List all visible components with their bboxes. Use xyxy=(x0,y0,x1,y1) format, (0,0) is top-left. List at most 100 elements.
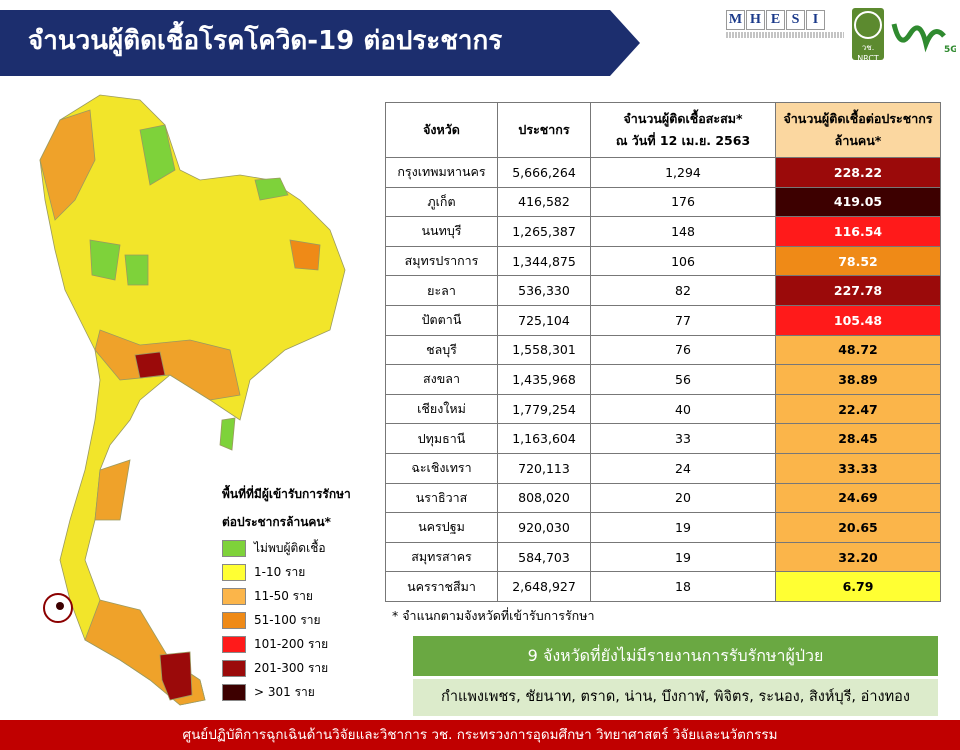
legend-items: ไม่พบผู้ติดเชื้อ 1-10 ราย 11-50 ราย 51-100 … xyxy=(222,536,351,704)
table-cell: 48.72 xyxy=(775,334,941,366)
no-report-title: 9 จังหวัดที่ยังไม่มีรายงานการรับรักษาผู้… xyxy=(413,636,938,676)
map xyxy=(39,94,346,706)
header-line: ประชากร xyxy=(518,122,570,137)
region xyxy=(289,239,321,271)
table-row: กรุงเทพมหานคร 5,666,264 1,294 228.22 xyxy=(385,157,941,188)
table-cell: 28.45 xyxy=(775,423,941,454)
region xyxy=(159,651,193,701)
header-row: จังหวัด ประชากร จำนวนผู้ติดเชื้อสะสม* ณ วัน… xyxy=(385,102,941,158)
table-row: นครปฐม 920,030 19 20.65 xyxy=(385,512,941,543)
title: จำนวนผู้ติดเชื้อโรคโควิด-19 ต่อประชากร xyxy=(28,26,503,56)
table-row: ภูเก็ต 416,582 176 419.05 xyxy=(385,186,941,218)
table-cell: 227.78 xyxy=(775,275,941,306)
table-cell: 1,163,604 xyxy=(497,423,591,454)
table-cell: เชียงใหม่ xyxy=(385,393,498,425)
table-cell: 20 xyxy=(590,482,776,514)
table-cell: 6.79 xyxy=(775,571,941,602)
table-cell: สงขลา xyxy=(385,364,498,395)
footer: ศูนย์ปฏิบัติการฉุกเฉินด้านวิจัยและวิชากา… xyxy=(0,720,960,750)
table-cell: 228.22 xyxy=(775,157,941,188)
seal-label: วช. xyxy=(861,43,875,52)
table-cell: 106 xyxy=(590,245,776,277)
table-row: ปทุมธานี 1,163,604 33 28.45 xyxy=(385,423,941,454)
table-cell: 19 xyxy=(590,541,776,573)
table-cell: 176 xyxy=(590,186,776,218)
logo-letter: M xyxy=(726,10,745,30)
logo-wave xyxy=(891,23,946,53)
table-cell: 725,104 xyxy=(497,304,591,336)
table-cell: 105.48 xyxy=(775,304,941,336)
table-cell: 5,666,264 xyxy=(497,157,591,188)
header-line: จำนวนผู้ติดเชื้อสะสม* xyxy=(623,111,743,126)
table-cell: 1,344,875 xyxy=(497,245,591,277)
column-header: จำนวนผู้ติดเชื้อสะสม* ณ วันที่ 12 เม.ย. 2… xyxy=(590,102,776,158)
table-cell: 1,265,387 xyxy=(497,216,591,247)
table-cell: 32.20 xyxy=(775,541,941,573)
table-cell: 82 xyxy=(590,275,776,306)
header-arrow xyxy=(0,10,640,76)
table-cell: 38.89 xyxy=(775,364,941,395)
table-cell: 77 xyxy=(590,304,776,336)
region xyxy=(134,351,166,379)
table-cell: 18 xyxy=(590,571,776,602)
table-cell: 116.54 xyxy=(775,216,941,247)
logo-subtext xyxy=(726,32,844,38)
legend-swatch xyxy=(222,635,246,653)
table-cell: ปทุมธานี xyxy=(385,423,498,454)
table-cell: 24 xyxy=(590,452,776,484)
table-cell: 33 xyxy=(590,423,776,454)
table-cell: 419.05 xyxy=(775,186,941,218)
table-cell: 536,330 xyxy=(497,275,591,306)
logo-letter: S xyxy=(786,10,805,30)
table-cell: นราธิวาส xyxy=(385,482,498,514)
legend-label: > 301 ราย xyxy=(254,684,315,699)
legend-title: พื้นที่ที่มีผู้เข้ารับการรักษา xyxy=(222,487,351,501)
column-header: จำนวนผู้ติดเชื้อต่อประชากร ล้านคน* xyxy=(775,102,941,158)
region xyxy=(89,239,121,281)
legend-swatch xyxy=(222,563,246,581)
table-row: สงขลา 1,435,968 56 38.89 xyxy=(385,364,941,395)
logo-letter: H xyxy=(746,10,765,30)
table-cell: นนทบุรี xyxy=(385,216,498,247)
legend-label: ไม่พบผู้ติดเชื้อ xyxy=(254,540,326,555)
table-row: ยะลา 536,330 82 227.78 xyxy=(385,275,941,306)
region xyxy=(39,109,96,221)
legend-item: 101-200 ราย xyxy=(222,632,351,656)
table-cell: 1,435,968 xyxy=(497,364,591,395)
header-line: จังหวัด xyxy=(423,122,460,137)
table-cell: กรุงเทพมหานคร xyxy=(385,157,498,188)
phuket-circle xyxy=(43,593,73,623)
table-cell: 1,779,254 xyxy=(497,393,591,425)
table-row: นนทบุรี 1,265,387 148 116.54 xyxy=(385,216,941,247)
table-row: ปัตตานี 725,104 77 105.48 xyxy=(385,304,941,336)
region xyxy=(139,124,176,186)
legend-title: ต่อประชากรล้านคน* xyxy=(222,515,331,529)
table-cell: 148 xyxy=(590,216,776,247)
legend-label: 11-50 ราย xyxy=(254,588,313,603)
logo-5g: 5G xyxy=(891,23,956,55)
logo-letter: E xyxy=(766,10,785,30)
table-cell: 584,703 xyxy=(497,541,591,573)
table-cell: 19 xyxy=(590,512,776,543)
table-row: สมุทรสาคร 584,703 19 32.20 xyxy=(385,541,941,573)
table-cell: 40 xyxy=(590,393,776,425)
legend-item: 11-50 ราย xyxy=(222,584,351,608)
legend-label: 51-100 ราย xyxy=(254,612,321,627)
header-line: ล้านคน* xyxy=(834,133,882,148)
table-cell: ภูเก็ต xyxy=(385,186,498,218)
table-cell: 33.33 xyxy=(775,452,941,484)
logo-letter: I xyxy=(806,10,825,30)
column-header: จังหวัด xyxy=(385,102,498,158)
legend-item: > 301 ราย xyxy=(222,680,351,704)
legend-swatch xyxy=(222,683,246,701)
table-cell: นครปฐม xyxy=(385,512,498,543)
table-cell: 416,582 xyxy=(497,186,591,218)
table-cell: ยะลา xyxy=(385,275,498,306)
header-band xyxy=(0,10,640,76)
region xyxy=(254,177,289,201)
legend: พื้นที่ที่มีผู้เข้ารับการรักษา ต่อประชาก… xyxy=(222,480,351,704)
column-header: ประชากร xyxy=(497,102,591,158)
table-cell: 920,030 xyxy=(497,512,591,543)
